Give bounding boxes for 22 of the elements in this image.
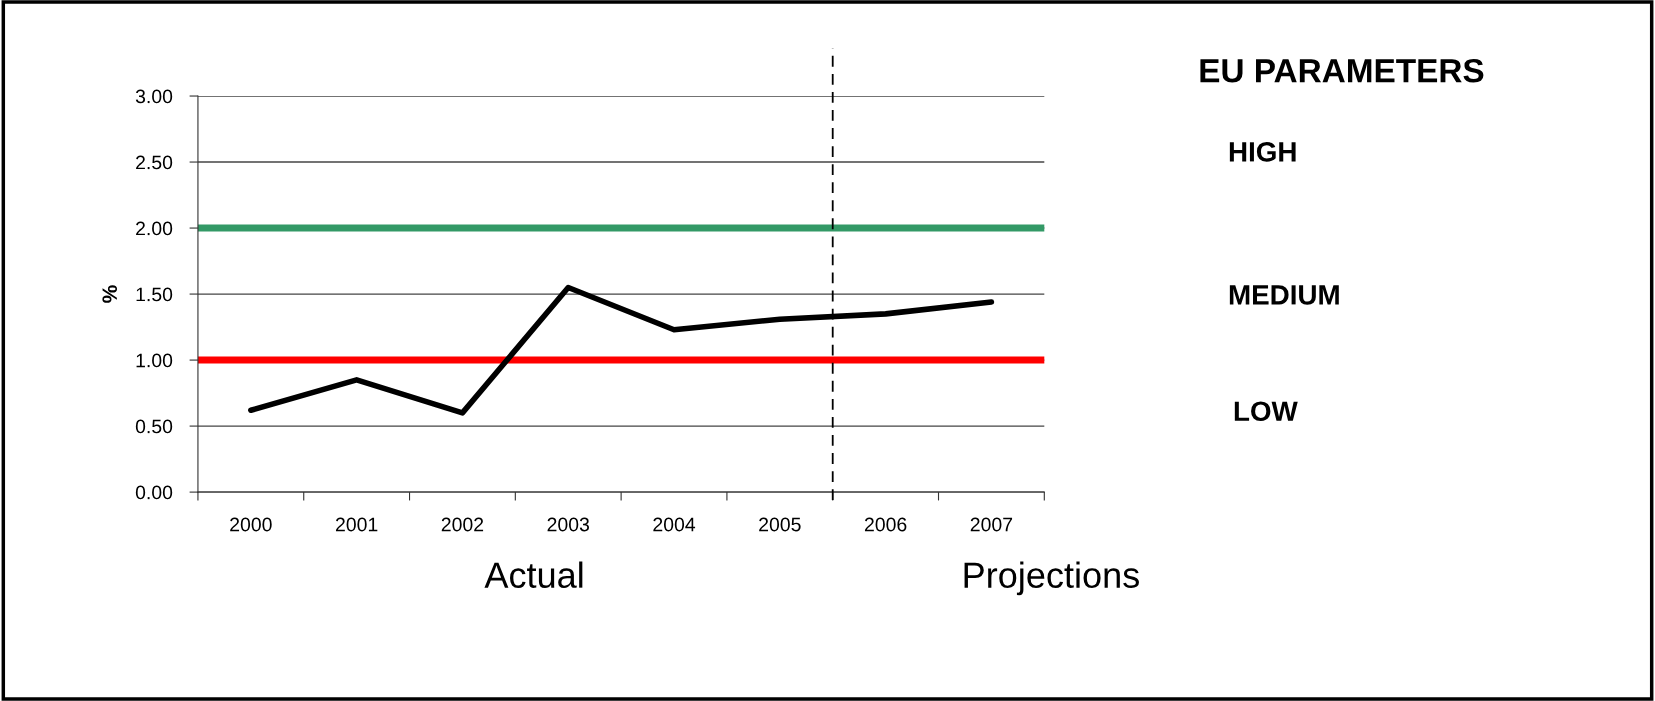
x-tick-label: 2002 [441, 517, 484, 532]
text: MEDIUM [1229, 285, 1339, 305]
x-tick-label: 2000 [230, 517, 272, 532]
text: Actual [484, 561, 583, 589]
text: Projections [964, 561, 1139, 596]
x-tick-label: 2005 [759, 517, 801, 532]
y-tick-label: 1.00 [136, 353, 173, 368]
text: EU PARAMETERS [1200, 58, 1484, 83]
x-tick-label: 2003 [547, 517, 589, 532]
y-axis-title: % [102, 285, 118, 303]
y-tick-label: 2.00 [136, 221, 173, 236]
text: LOW [1234, 401, 1298, 422]
x-tick-label: 2001 [335, 517, 378, 532]
y-tick-label: 3.00 [135, 89, 173, 104]
y-tick-label: 0.50 [135, 419, 173, 434]
x-tick-label: 2004 [653, 517, 696, 532]
y-tick-label: 2.50 [136, 155, 173, 170]
text: HIGH [1229, 142, 1296, 162]
x-tick-label: 2007 [970, 517, 1013, 532]
y-tick-label: 0.00 [135, 485, 173, 500]
y-tick-label: 1.50 [136, 287, 173, 302]
x-tick-label: 2006 [864, 517, 907, 532]
